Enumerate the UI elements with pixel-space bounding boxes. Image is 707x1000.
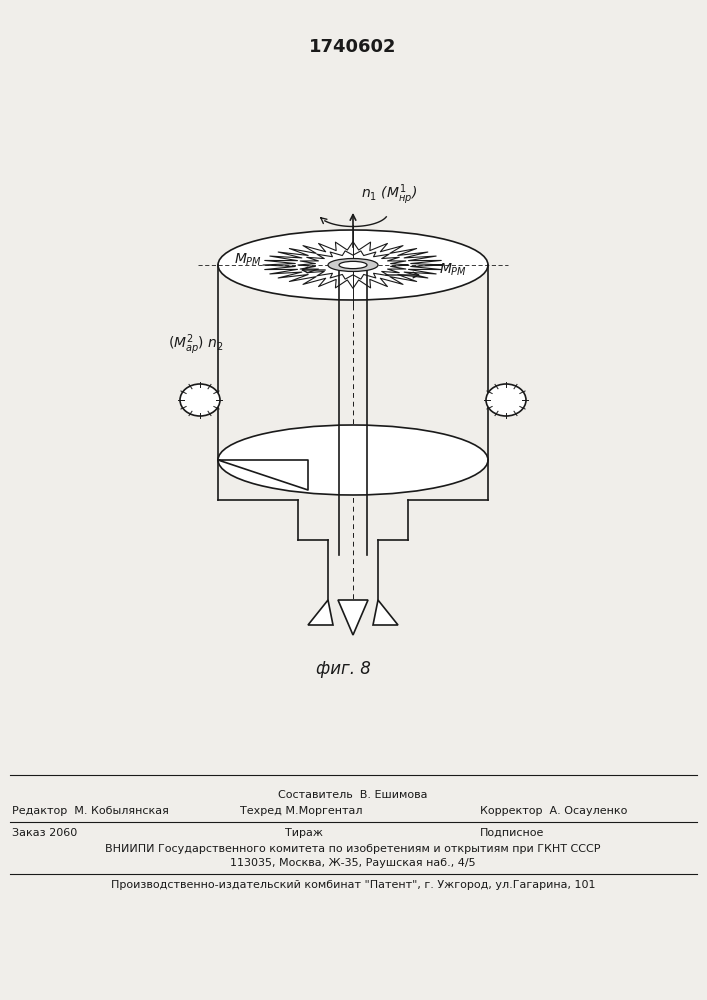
Text: фиг. 8: фиг. 8 — [315, 660, 370, 678]
Text: Заказ 2060: Заказ 2060 — [12, 828, 77, 838]
Ellipse shape — [486, 384, 526, 416]
Text: $M_{РМ}$: $M_{РМ}$ — [439, 262, 467, 278]
Text: ВНИИПИ Государственного комитета по изобретениям и открытиям при ГКНТ СССР: ВНИИПИ Государственного комитета по изоб… — [105, 844, 601, 854]
Polygon shape — [338, 600, 368, 635]
Text: Производственно-издательский комбинат "Патент", г. Ужгород, ул.Гагарина, 101: Производственно-издательский комбинат "П… — [111, 880, 595, 890]
Text: $n_1$ ($M^1_{нр}$): $n_1$ ($M^1_{нр}$) — [361, 183, 417, 207]
Text: Подписное: Подписное — [480, 828, 544, 838]
Text: 1740602: 1740602 — [309, 38, 397, 56]
Ellipse shape — [339, 261, 367, 269]
Text: Корректор  А. Осауленко: Корректор А. Осауленко — [480, 806, 627, 816]
Ellipse shape — [328, 259, 378, 271]
Text: Техред М.Моргентал: Техред М.Моргентал — [240, 806, 363, 816]
Text: $M_{РМ}$: $M_{РМ}$ — [234, 252, 262, 268]
Text: Тираж: Тираж — [285, 828, 323, 838]
Ellipse shape — [218, 425, 488, 495]
Polygon shape — [373, 600, 398, 625]
Text: 113035, Москва, Ж-35, Раушская наб., 4/5: 113035, Москва, Ж-35, Раушская наб., 4/5 — [230, 858, 476, 868]
Polygon shape — [308, 600, 333, 625]
Ellipse shape — [180, 384, 220, 416]
Ellipse shape — [218, 230, 488, 300]
Text: $(M^2_{ар})$ $n_2$: $(M^2_{ар})$ $n_2$ — [168, 333, 223, 357]
Text: Редактор  М. Кобылянская: Редактор М. Кобылянская — [12, 806, 169, 816]
Text: Составитель  В. Ешимова: Составитель В. Ешимова — [279, 790, 428, 800]
